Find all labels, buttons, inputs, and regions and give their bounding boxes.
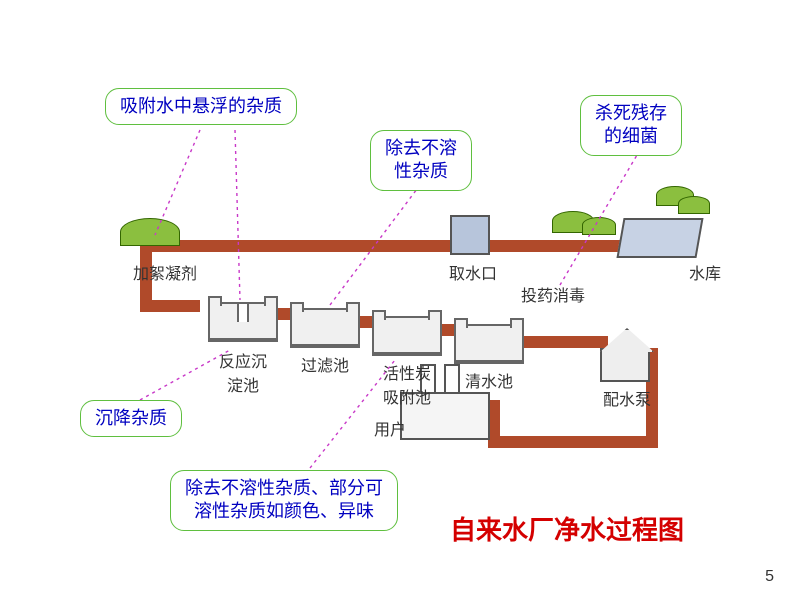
callout-kill: 杀死残存 的细菌 bbox=[580, 95, 682, 156]
label-clear: 清水池 bbox=[444, 368, 534, 392]
reservoir-shape bbox=[616, 218, 703, 258]
pipe-seg bbox=[140, 300, 200, 312]
page-number: 5 bbox=[765, 568, 774, 586]
label-dosing: 投药消毒 bbox=[498, 282, 608, 306]
pump-house bbox=[600, 348, 650, 382]
label-user: 用户 bbox=[360, 416, 420, 440]
callout-settle: 沉降杂质 bbox=[80, 400, 182, 437]
filter-tank bbox=[290, 308, 360, 348]
label-carbon: 活性炭 吸附池 bbox=[362, 360, 452, 408]
callout-remove: 除去不溶 性杂质 bbox=[370, 130, 472, 191]
label-flocculant: 加絮凝剂 bbox=[120, 260, 210, 284]
intake-box bbox=[450, 215, 490, 255]
label-reservoir: 水库 bbox=[660, 260, 750, 284]
diagram-title: 自来水厂净水过程图 bbox=[450, 510, 684, 547]
pipe-seg bbox=[518, 336, 608, 348]
callout-adsorb: 吸附水中悬浮的杂质 bbox=[105, 88, 297, 125]
carbon-tank bbox=[372, 316, 442, 356]
reaction-tank bbox=[208, 302, 278, 342]
pipe-seg bbox=[140, 240, 460, 252]
pipe-seg bbox=[488, 436, 658, 448]
diagram-stage: 加絮凝剂 反应沉 淀池 过滤池 活性炭 吸附池 清水池 配水泵 取水口 投药消毒… bbox=[0, 0, 794, 596]
flocculant-source bbox=[120, 218, 180, 246]
label-pump: 配水泵 bbox=[582, 386, 672, 410]
label-filter: 过滤池 bbox=[280, 352, 370, 376]
label-intake: 取水口 bbox=[428, 260, 518, 284]
clear-tank bbox=[454, 324, 524, 364]
label-reaction: 反应沉 淀池 bbox=[198, 348, 288, 396]
callout-carbon: 除去不溶性杂质、部分可 溶性杂质如颜色、异味 bbox=[170, 470, 398, 531]
